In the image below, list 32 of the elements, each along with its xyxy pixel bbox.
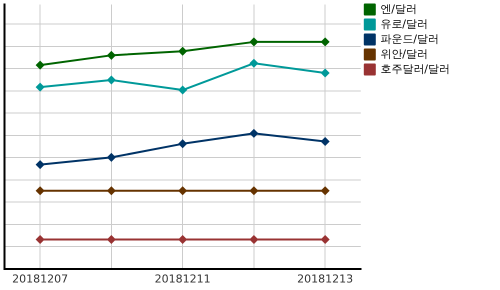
point xyxy=(36,82,45,92)
point xyxy=(249,186,258,196)
point xyxy=(320,186,330,196)
x-tick-label: 20181211 xyxy=(154,272,211,286)
point xyxy=(178,186,188,196)
x-tick-label: 20181213 xyxy=(297,272,354,286)
point xyxy=(320,37,330,46)
point xyxy=(320,68,330,78)
point xyxy=(36,235,45,244)
point xyxy=(320,137,330,146)
point xyxy=(249,128,258,138)
legend-label: 엔/달러 xyxy=(380,2,418,16)
point xyxy=(36,160,45,170)
point xyxy=(36,186,45,196)
legend-label: 호주달러/달러 xyxy=(380,62,450,76)
x-tick-label: 20181207 xyxy=(12,272,68,286)
point xyxy=(178,235,188,244)
point xyxy=(106,76,116,85)
point xyxy=(106,152,116,162)
legend-label: 파운드/달러 xyxy=(380,32,440,46)
point xyxy=(106,50,116,60)
point xyxy=(178,139,188,148)
point xyxy=(36,60,45,70)
legend-label: 위안/달러 xyxy=(380,47,428,60)
point xyxy=(106,235,116,244)
point xyxy=(178,86,188,95)
point xyxy=(249,58,258,68)
legend-label: 유로/달러 xyxy=(380,17,428,30)
point xyxy=(320,235,330,244)
point xyxy=(249,37,258,46)
point xyxy=(106,186,116,196)
point xyxy=(178,46,188,56)
